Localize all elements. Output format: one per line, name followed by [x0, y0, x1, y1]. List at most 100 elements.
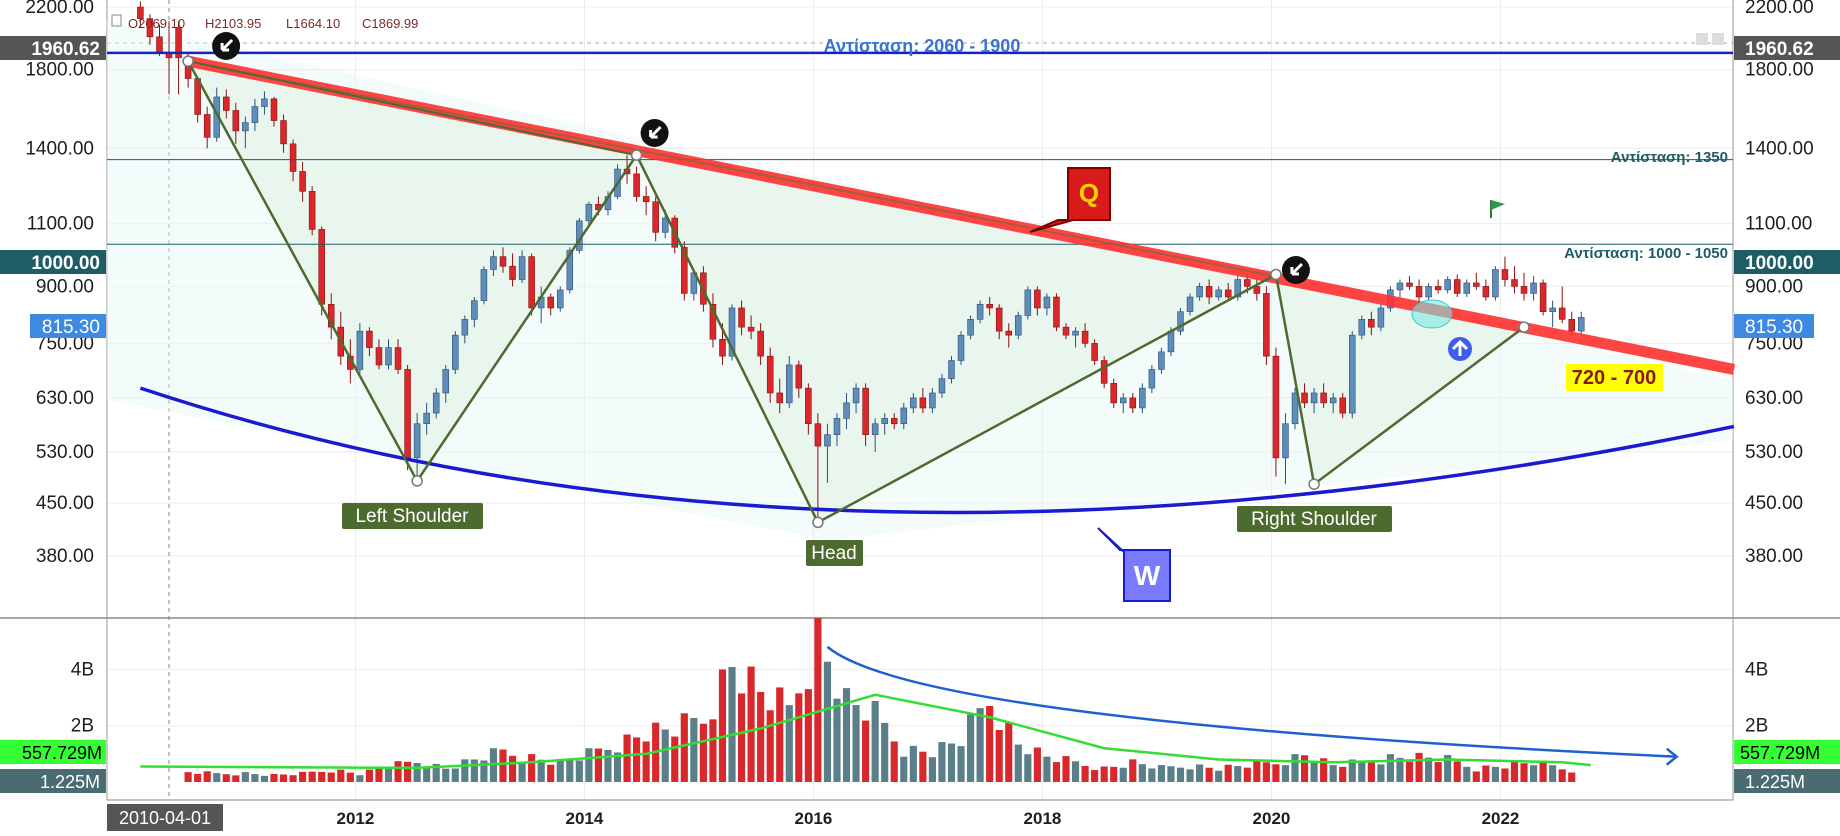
volume-bar: [518, 761, 526, 782]
volume-bar: [1215, 770, 1223, 782]
volume-bar: [1300, 755, 1309, 782]
candle-body: [1482, 286, 1490, 298]
price-badge-top-right: 1960.62: [1734, 36, 1840, 60]
price-tick-label-right: 1800.00: [1745, 60, 1814, 81]
volume-bar: [327, 772, 335, 782]
pattern-vertex: [1270, 268, 1282, 281]
volume-bar: [184, 772, 192, 782]
neckline-inner: [187, 60, 1277, 278]
volume-bar: [633, 737, 641, 782]
time-tick-label: 2012: [336, 809, 374, 828]
time-tick-label: 2020: [1253, 809, 1291, 828]
volume-bar: [1529, 765, 1538, 782]
candle-body: [852, 387, 860, 404]
candle-body: [1100, 360, 1108, 384]
volume-bar: [757, 691, 765, 782]
volume-bar: [947, 743, 956, 782]
candle-body: [976, 303, 984, 320]
volume-bar: [1491, 766, 1499, 782]
volume-bar: [384, 768, 393, 782]
candle-body: [203, 114, 211, 138]
pattern-vertex: [182, 55, 194, 67]
candle-body: [1139, 387, 1146, 409]
volume-bar: [1205, 767, 1213, 782]
callout-q-text: Q: [1079, 178, 1099, 208]
candle-body: [1053, 296, 1060, 328]
volume-bar: [1510, 761, 1519, 782]
candle-body: [967, 319, 974, 336]
volume-bar: [690, 717, 698, 782]
volume-bar: [289, 775, 297, 782]
pattern-vertex: [1308, 478, 1320, 490]
price-badge-last-right-text: 815.30: [1745, 317, 1803, 338]
resistance-1350-label: Αντίσταση: 1350: [1611, 149, 1728, 166]
volume-trend-line: [826, 645, 1677, 758]
volume-bar: [1434, 762, 1442, 782]
support-bowl-curve: [139, 386, 1735, 515]
volume-bar: [260, 775, 269, 782]
volume-badge-avg-left: 557.729M: [0, 740, 106, 764]
candle-body: [299, 171, 306, 192]
time-tick-label: 2014: [566, 809, 604, 828]
candle-body: [251, 106, 259, 123]
callout-w-box: [1097, 527, 1171, 602]
candle-body: [1406, 282, 1413, 287]
candle-body: [1205, 286, 1213, 298]
candle-body: [1568, 319, 1575, 332]
volume-bar: [1043, 756, 1051, 782]
volume-bar: [776, 687, 784, 782]
candle-body: [1282, 423, 1289, 459]
candle-body: [1234, 279, 1242, 298]
volume-bar: [699, 723, 707, 782]
volume-bar: [1348, 759, 1356, 782]
volume-bar: [508, 755, 517, 782]
candle-body: [1062, 326, 1070, 336]
candle-body: [442, 369, 450, 394]
volume-bar: [966, 714, 975, 782]
time-tick-label: 2016: [795, 809, 833, 828]
candle-body: [1511, 279, 1518, 287]
candle-body: [432, 392, 440, 414]
left-shoulder-text: Left Shoulder: [355, 506, 469, 527]
volume-bar: [1062, 756, 1070, 782]
volume-badge-last-left-box: [0, 769, 106, 793]
candle-body: [1320, 392, 1327, 404]
volume-bar: [842, 688, 851, 782]
target-text: 720 - 700: [1572, 367, 1657, 389]
candle-body: [518, 256, 526, 280]
candle-body: [1158, 351, 1165, 370]
candle-body: [1578, 317, 1585, 332]
pane-settings-icon[interactable]: [1712, 33, 1724, 45]
volume-bar: [394, 761, 402, 782]
volume-bar: [299, 771, 307, 782]
pane-controls[interactable]: [1696, 33, 1724, 45]
volume-bar: [1444, 754, 1452, 782]
price-tick-label-left: 900.00: [36, 276, 94, 297]
pane-maximize-icon[interactable]: [1696, 33, 1708, 45]
volume-bar: [413, 763, 421, 782]
volume-bar: [833, 698, 841, 782]
volume-bar: [862, 720, 870, 782]
candle-body: [1530, 282, 1537, 294]
axes: 2200.00 2200.00 1800.00 1800.00 1400.00 1400.…: [25, 0, 1813, 828]
volume-bar: [585, 748, 593, 782]
volume-bar: [1024, 754, 1032, 782]
candle-body: [919, 397, 927, 409]
volume-bar: [1138, 764, 1146, 782]
volume-bar: [279, 774, 288, 782]
volume-bar: [1405, 761, 1414, 782]
candle-body: [270, 98, 278, 121]
volume-tick-label-right: 4B: [1745, 659, 1768, 680]
candle-body: [280, 120, 287, 145]
callout-q-box: [1029, 167, 1111, 233]
volume-bar: [1052, 762, 1061, 782]
candle-body: [642, 196, 650, 203]
volume-bar: [1100, 766, 1108, 782]
candle-body: [223, 96, 230, 111]
candle-body: [509, 265, 516, 280]
volume-badge-last-right: 1.225M: [1734, 769, 1840, 793]
candle-body: [423, 412, 430, 425]
callout-q: Q: [1029, 167, 1111, 233]
candle-body: [499, 256, 507, 267]
